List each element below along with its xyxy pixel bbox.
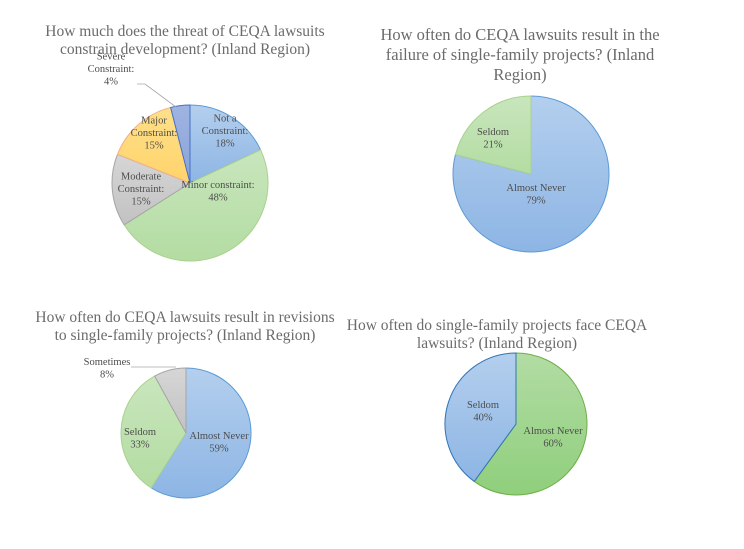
pie-slice [116,106,191,184]
slice-data-label: Constraint: [88,64,135,75]
pie-slice [154,367,187,434]
slice-data-label: Constraint: [131,128,178,139]
slice-data-label: Constraint: [202,126,249,137]
pie-slice [189,104,262,184]
slice-data-label: 33% [130,439,150,450]
slice-data-label: 21% [483,139,503,150]
slice-data-label: Not a [213,114,236,125]
slice-data-label: Almost Never [523,426,583,437]
pie-chart-failure: How often do CEQA lawsuits result in the… [380,25,660,253]
slice-data-label: 79% [526,195,546,206]
slice-data-label: 4% [104,77,118,88]
slice-data-label: Major [141,116,167,127]
pie-slice [169,104,191,184]
slice-data-label: Seldom [124,427,156,438]
chart-title-line: failure of single-family projects? (Inla… [386,45,655,64]
slice-data-label: 8% [100,369,114,380]
slice-data-label: 15% [144,141,164,152]
label-leader-line [137,83,177,108]
pie-slice [444,352,517,483]
pie-chart-face-lawsuits: How often do single-family projects face… [347,317,648,496]
chart-title-line: How often do CEQA lawsuits result in the [380,25,659,44]
slice-data-label: Seldom [467,400,499,411]
chart-title-line: constrain development? (Inland Region) [60,41,310,58]
slice-data-label: Seldom [477,127,509,138]
pie-slice [454,95,532,175]
slice-data-label: Almost Never [189,431,249,442]
slice-data-label: Sometimes [84,357,131,368]
slice-data-label: 40% [473,412,493,423]
pie-chart-constraint: How much does the threat of CEQA lawsuit… [45,23,325,262]
pie-slice [111,153,192,226]
slice-data-label: Minor constraint: [181,180,254,191]
slice-data-label: 48% [208,192,228,203]
chart-title-line: Region) [493,65,546,84]
chart-title-line: How much does the threat of CEQA lawsuit… [45,23,324,40]
slice-data-label: 59% [209,443,229,454]
pie-slice [473,352,588,496]
chart-title-line: How often do CEQA lawsuits result in rev… [35,309,334,326]
chart-title-line: lawsuits? (Inland Region) [417,335,577,352]
pie-chart-revisions: How often do CEQA lawsuits result in rev… [35,309,335,499]
slice-data-label: 60% [543,438,563,449]
slice-data-label: 15% [131,197,151,208]
slice-data-label: Almost Never [506,183,566,194]
slice-data-label: 18% [215,139,235,150]
pie-slice [150,367,252,499]
chart-title-line: How often do single-family projects face… [347,317,648,334]
slice-data-label: Severe [97,52,126,63]
slice-data-label: Moderate [121,172,162,183]
chart-title-line: to single-family projects? (Inland Regio… [55,327,316,344]
pie-slice [123,149,269,262]
slice-data-label: Constraint: [118,184,165,195]
